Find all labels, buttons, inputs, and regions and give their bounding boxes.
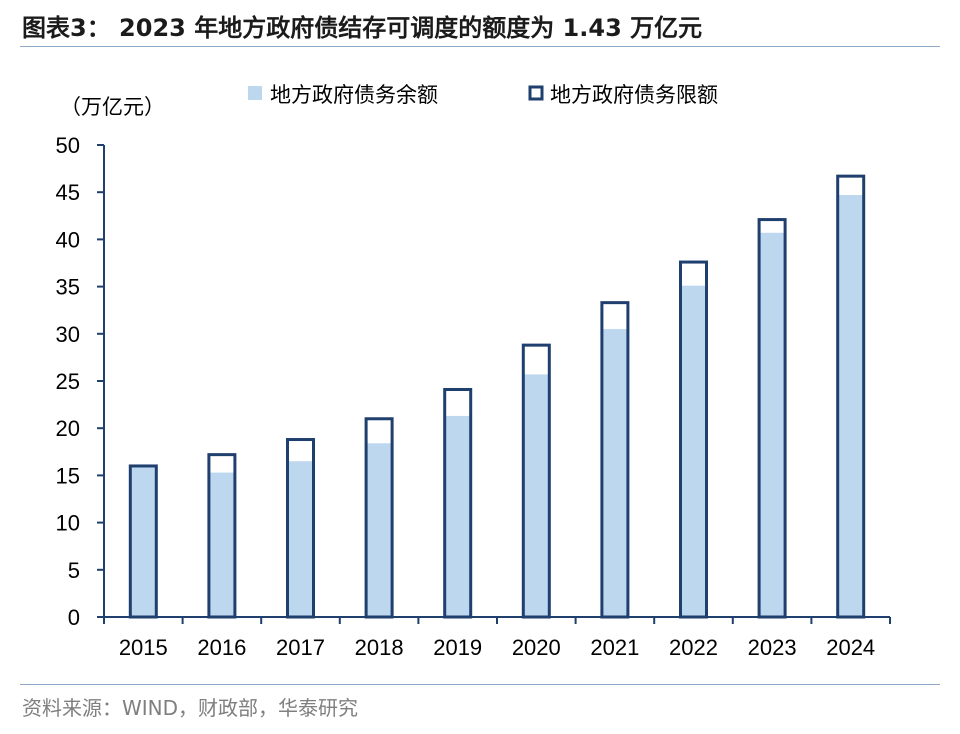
title-divider (20, 46, 940, 47)
legend: 地方政府债务余额 地方政府债务限额 (248, 83, 718, 107)
bar-balance-2019 (444, 415, 471, 617)
x-tick-label-2023: 2023 (748, 635, 797, 660)
x-tick-label-2020: 2020 (512, 635, 561, 660)
bar-series (128, 174, 866, 619)
legend-label-balance: 地方政府债务余额 (270, 83, 438, 107)
bar-balance-2024 (837, 195, 864, 618)
y-tick-label-50: 50 (56, 133, 80, 158)
bar-balance-2021 (601, 329, 628, 617)
source-divider (20, 684, 940, 685)
legend-swatch-balance (248, 86, 262, 100)
figure-title: 图表3： 2023 年地方政府债结存可调度的额度为 1.43 万亿元 (22, 14, 703, 42)
y-tick-label-20: 20 (56, 416, 80, 441)
bar-balance-2020 (523, 374, 550, 617)
y-tick-label-45: 45 (56, 180, 80, 205)
y-tick-label-40: 40 (56, 227, 80, 252)
x-tick-label-2015: 2015 (119, 635, 168, 660)
y-axis-unit-label: （万亿元） (60, 95, 165, 119)
x-tick-label-2021: 2021 (590, 635, 639, 660)
x-tick-label-2019: 2019 (433, 635, 482, 660)
legend-swatch-limit (528, 85, 544, 101)
y-tick-label-35: 35 (56, 275, 80, 300)
x-tick-label-2016: 2016 (197, 635, 246, 660)
bar-balance-2017 (287, 461, 314, 617)
y-tick-label-0: 0 (68, 605, 80, 630)
y-tick-label-10: 10 (56, 511, 80, 536)
x-tick-label-2022: 2022 (669, 635, 718, 660)
bar-balance-2023 (759, 232, 786, 618)
legend-label-limit: 地方政府债务限额 (550, 83, 718, 107)
bar-balance-2015 (130, 465, 157, 617)
bar-balance-2018 (366, 443, 393, 617)
bar-balance-2016 (208, 472, 235, 617)
y-tick-label-25: 25 (56, 369, 80, 394)
source-note: 资料来源：WIND，财政部，华泰研究 (22, 696, 359, 720)
axes: 2015 2016 2017 2018 2019 2020 2021 2022 2023 2024… (56, 133, 891, 660)
x-tick-label-2017: 2017 (276, 635, 325, 660)
bar-chart: 地方政府债务余额 地方政府债务限额 （万亿元） 2015 2016 2017 2018… (56, 83, 891, 660)
x-tick-label-2018: 2018 (355, 635, 404, 660)
bar-balance-2022 (680, 285, 707, 617)
y-tick-label-30: 30 (56, 322, 80, 347)
x-tick-label-2024: 2024 (826, 635, 875, 660)
y-tick-label-5: 5 (68, 558, 80, 583)
y-tick-label-15: 15 (56, 463, 80, 488)
